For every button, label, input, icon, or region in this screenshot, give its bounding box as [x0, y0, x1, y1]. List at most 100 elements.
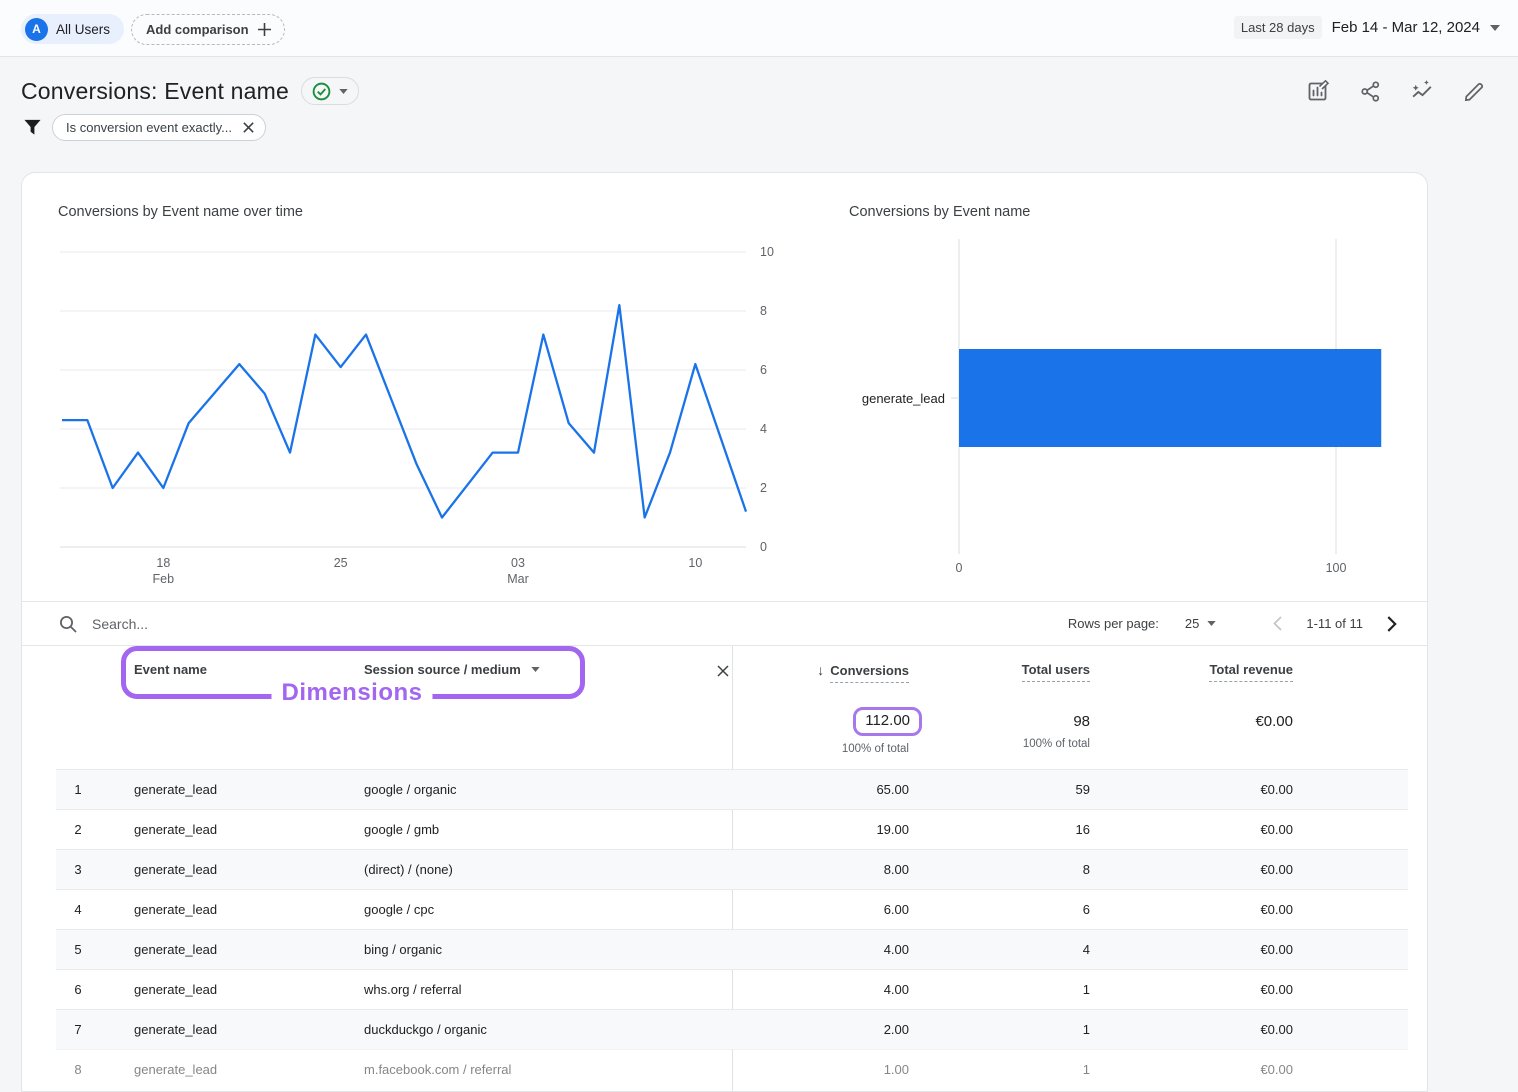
cell-total-users: 59: [920, 770, 1090, 810]
table-row[interactable]: 1generate_leadgoogle / organic65.0059€0.…: [56, 769, 1408, 809]
search-input[interactable]: [92, 616, 492, 632]
svg-text:03: 03: [511, 556, 525, 570]
cell-conversions: 65.00: [739, 770, 909, 810]
chevron-down-icon: [339, 89, 348, 94]
column-header-event-name[interactable]: Event name: [134, 662, 207, 677]
previous-page-button[interactable]: [1266, 613, 1288, 635]
cell-conversions: 4.00: [739, 970, 909, 1010]
audience-chip-all-users[interactable]: A All Users: [21, 14, 124, 44]
customize-report-icon[interactable]: [1305, 78, 1331, 104]
column-header-label: Conversions: [830, 663, 909, 683]
bar-chart-title: Conversions by Event name: [849, 204, 1030, 220]
svg-text:4: 4: [760, 422, 767, 436]
row-index: 7: [56, 1010, 100, 1050]
table-row[interactable]: 7generate_leadduckduckgo / organic2.001€…: [56, 1009, 1408, 1049]
report-header: Conversions: Event name: [21, 73, 1497, 109]
svg-text:100: 100: [1326, 561, 1347, 575]
cell-event-name: generate_lead: [134, 770, 217, 810]
table-row[interactable]: 3generate_lead(direct) / (none)8.008€0.0…: [56, 849, 1408, 889]
row-index: 3: [56, 850, 100, 890]
table-row[interactable]: 2generate_leadgoogle / gmb19.0016€0.00: [56, 809, 1408, 849]
cell-event-name: generate_lead: [134, 1050, 217, 1090]
rows-per-page-select[interactable]: 25: [1185, 616, 1216, 631]
line-chart-title: Conversions by Event name over time: [58, 204, 303, 220]
table-row[interactable]: 8generate_leadm.facebook.com / referral1…: [56, 1049, 1408, 1089]
close-icon[interactable]: [242, 121, 255, 134]
cell-conversions: 8.00: [739, 850, 909, 890]
cell-event-name: generate_lead: [134, 810, 217, 850]
cell-session-source-medium: google / cpc: [364, 890, 434, 930]
cell-conversions: 6.00: [739, 890, 909, 930]
chevron-down-icon: [1207, 621, 1216, 626]
svg-text:10: 10: [760, 245, 774, 259]
totals-conversions-caption: 100% of total: [739, 743, 909, 755]
cell-total-users: 1: [920, 1050, 1090, 1090]
remove-dimension-button[interactable]: [712, 660, 734, 682]
svg-text:10: 10: [688, 556, 702, 570]
table-row[interactable]: 4generate_leadgoogle / cpc6.006€0.00: [56, 889, 1408, 929]
rows-per-page-value: 25: [1185, 616, 1199, 631]
totals-revenue-value: €0.00: [1255, 713, 1293, 730]
audience-chip-label: All Users: [56, 22, 110, 37]
cell-total-revenue: €0.00: [1123, 770, 1293, 810]
svg-text:18: 18: [156, 556, 170, 570]
cell-event-name: generate_lead: [134, 890, 217, 930]
sort-descending-icon: ↓: [817, 662, 824, 678]
row-index: 5: [56, 930, 100, 970]
cell-total-users: 8: [920, 850, 1090, 890]
date-range-picker[interactable]: Last 28 days Feb 14 - Mar 12, 2024: [1234, 16, 1500, 39]
top-bar: A All Users Add comparison Last 28 days …: [0, 0, 1518, 57]
close-icon: [716, 664, 730, 678]
cell-total-users: 1: [920, 970, 1090, 1010]
cell-conversions: 4.00: [739, 930, 909, 970]
check-circle-icon: [312, 82, 331, 101]
cell-total-revenue: €0.00: [1123, 890, 1293, 930]
cell-session-source-medium: google / organic: [364, 770, 457, 810]
column-header-total-revenue[interactable]: Total revenue: [1123, 662, 1293, 677]
cell-total-users: 6: [920, 890, 1090, 930]
table-toolbar: Rows per page: 25 1-11 of 11: [22, 601, 1427, 646]
totals-users-value: 98: [1073, 713, 1090, 730]
cell-total-revenue: €0.00: [1123, 1010, 1293, 1050]
cell-event-name: generate_lead: [134, 1010, 217, 1050]
filter-bar: Is conversion event exactly...: [23, 114, 266, 141]
totals-revenue: €0.00: [1123, 713, 1293, 731]
edit-icon[interactable]: [1461, 78, 1487, 104]
column-header-total-users[interactable]: Total users: [920, 662, 1090, 677]
bar-chart: 0100generate_lead: [832, 239, 1416, 591]
cell-total-revenue: €0.00: [1123, 970, 1293, 1010]
filter-funnel-icon: [23, 118, 42, 137]
column-header-label: Total revenue: [1209, 662, 1293, 682]
column-header-label: Total users: [1022, 662, 1090, 682]
add-comparison-button[interactable]: Add comparison: [131, 14, 285, 45]
svg-text:8: 8: [760, 304, 767, 318]
totals-conversions: 112.00 100% of total: [739, 707, 909, 755]
search-icon: [58, 614, 78, 634]
cell-total-users: 4: [920, 930, 1090, 970]
filter-chip-label: Is conversion event exactly...: [66, 120, 232, 135]
date-preset-badge: Last 28 days: [1234, 16, 1322, 39]
column-header-conversions[interactable]: ↓Conversions: [739, 662, 909, 678]
cell-total-revenue: €0.00: [1123, 810, 1293, 850]
cell-event-name: generate_lead: [134, 850, 217, 890]
svg-text:Mar: Mar: [507, 572, 529, 586]
cell-session-source-medium: bing / organic: [364, 930, 442, 970]
cell-conversions: 2.00: [739, 1010, 909, 1050]
row-index: 2: [56, 810, 100, 850]
data-quality-pill[interactable]: [301, 77, 359, 105]
report-actions: [1305, 78, 1497, 104]
filter-chip[interactable]: Is conversion event exactly...: [52, 114, 266, 141]
totals-users: 98 100% of total: [920, 713, 1090, 750]
table-row[interactable]: 6generate_leadwhs.org / referral4.001€0.…: [56, 969, 1408, 1009]
share-icon[interactable]: [1357, 78, 1383, 104]
cell-session-source-medium: google / gmb: [364, 810, 439, 850]
next-page-button[interactable]: [1381, 613, 1403, 635]
rows-per-page-label: Rows per page:: [1068, 616, 1159, 631]
insights-icon[interactable]: [1409, 78, 1435, 104]
pagination-controls: Rows per page: 25 1-11 of 11: [1068, 613, 1403, 635]
pagination-range: 1-11 of 11: [1306, 616, 1363, 631]
column-header-session-source-medium[interactable]: Session source / medium: [364, 662, 540, 677]
cell-event-name: generate_lead: [134, 930, 217, 970]
cell-session-source-medium: m.facebook.com / referral: [364, 1050, 511, 1090]
table-row[interactable]: 5generate_leadbing / organic4.004€0.00: [56, 929, 1408, 969]
